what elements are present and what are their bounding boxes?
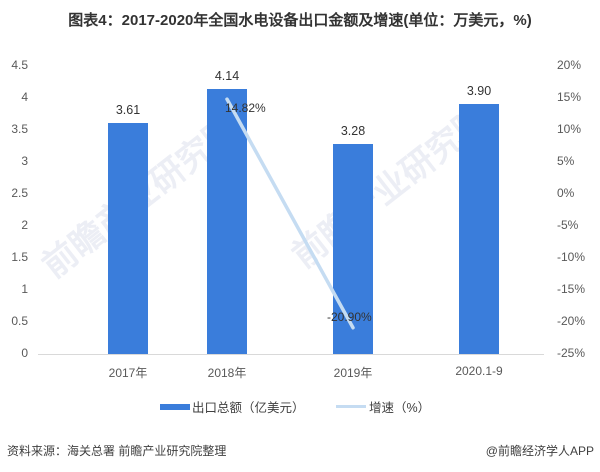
bar-swatch-icon <box>160 403 190 410</box>
legend-item-growth: 增速（%） <box>336 397 430 416</box>
credit: @前瞻经济学人APP <box>485 444 594 458</box>
source-note: 资料来源：海关总署 前瞻产业研究院整理 <box>7 444 227 458</box>
right-axis-tick: 15% <box>557 90 582 104</box>
chart-title: 图表4：2017-2020年全国水电设备出口金额及增速(单位：万美元，%) <box>68 12 532 29</box>
bar <box>108 122 148 354</box>
line-value-label: -20.90% <box>327 309 372 324</box>
x-axis-label: 2019年 <box>333 366 373 380</box>
right-axis-tick: 0% <box>557 186 575 200</box>
bar-value-label: 3.61 <box>115 102 141 117</box>
right-axis-tick: -20% <box>557 314 586 328</box>
right-axis-tick: -25% <box>557 346 586 360</box>
legend-item-export-total: 出口总额（亿美元） <box>160 397 305 416</box>
left-axis-tick: 2.5 <box>11 186 28 200</box>
bar <box>207 89 247 354</box>
growth-line <box>225 97 355 330</box>
bar-value-label: 4.14 <box>214 69 240 84</box>
left-axis-tick: 0 <box>21 346 28 360</box>
bar <box>333 144 373 354</box>
left-axis-tick: 3 <box>21 154 28 168</box>
line-swatch-icon <box>336 405 366 408</box>
legend-label: 出口总额（亿美元） <box>192 401 305 415</box>
x-axis-label: 2018年 <box>207 366 247 380</box>
legend: 出口总额（亿美元） 增速（%） <box>0 397 600 417</box>
right-axis-tick: -10% <box>557 250 586 264</box>
bar-value-label: 3.28 <box>340 124 366 139</box>
left-axis-tick: 2 <box>21 218 28 232</box>
x-axis-line <box>38 354 544 355</box>
right-axis-tick: -15% <box>557 282 586 296</box>
x-axis-label: 2017年 <box>108 366 148 380</box>
right-axis-tick: 20% <box>557 58 582 72</box>
left-axis-tick: 4 <box>21 90 28 104</box>
right-axis-tick: -5% <box>557 218 579 232</box>
bar <box>459 104 499 354</box>
left-axis-tick: 4.5 <box>11 58 28 72</box>
right-axis-tick: 5% <box>557 154 575 168</box>
left-axis-tick: 0.5 <box>11 314 28 328</box>
left-axis-tick: 3.5 <box>11 122 28 136</box>
left-axis-tick: 1.5 <box>11 250 28 264</box>
bar-value-label: 3.90 <box>466 84 492 99</box>
left-axis-tick: 1 <box>21 282 28 296</box>
right-axis-tick: 10% <box>557 122 582 136</box>
x-axis-label: 2020.1-9 <box>455 364 503 378</box>
line-value-label: 14.82% <box>225 101 266 116</box>
legend-label: 增速（%） <box>369 401 431 415</box>
